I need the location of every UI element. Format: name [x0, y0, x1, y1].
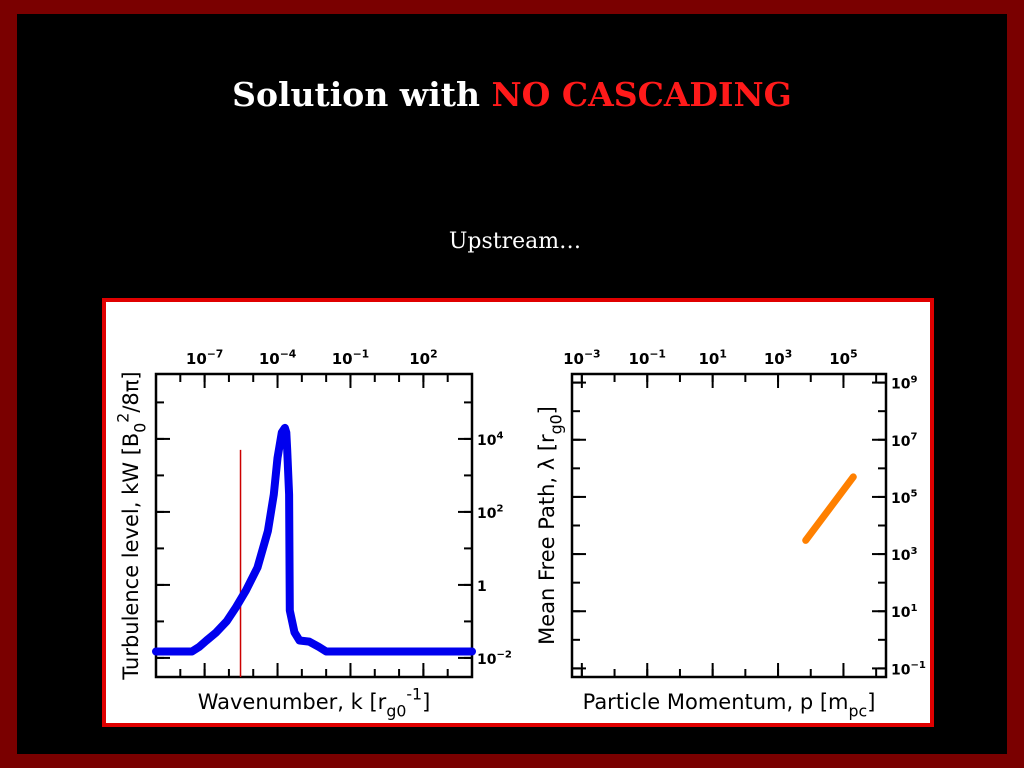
tick-base: 10 — [698, 350, 719, 368]
turbulence-x-tick-label: 10−1 — [332, 347, 369, 368]
mfp-y-tick-label: 105 — [891, 489, 918, 507]
title-highlight: NO CASCADING — [491, 75, 792, 114]
mfp-x-tick-label: 105 — [829, 347, 857, 368]
tick-exponent: 2 — [430, 347, 438, 360]
figure-panel: 10−7 10−4 10−1 102 10−2 1 102 104 Wavenumber, k … — [102, 298, 934, 727]
turbulence-y-tick-label: 1 — [477, 579, 487, 595]
mfp-y-tick-label: 107 — [891, 431, 918, 449]
tick-exponent: −4 — [280, 347, 297, 360]
mfp-y-tick-label: 109 — [891, 374, 918, 392]
tick-exponent: 9 — [910, 374, 917, 385]
tick-exponent: −1 — [353, 347, 370, 360]
tick-exponent: 3 — [785, 347, 793, 360]
tick-base: 10 — [332, 350, 353, 368]
tick-base: 10 — [477, 433, 497, 449]
turbulence-series-line — [152, 423, 476, 656]
tick-base: 10 — [891, 605, 911, 621]
tick-exponent: −2 — [496, 650, 511, 661]
tick-base: 10 — [259, 350, 280, 368]
tick-base: 10 — [477, 652, 497, 668]
turbulence-y-axis-label: Turbulence level, kW [B02/8π] — [114, 371, 150, 680]
turbulence-y-tick-label: 10−2 — [477, 650, 512, 668]
tick-base: 10 — [891, 434, 911, 450]
mfp-y-tick-label: 103 — [891, 546, 918, 564]
mfp-y-tick-label: 101 — [891, 603, 918, 621]
tick-base: 10 — [891, 491, 911, 507]
title-prefix: Solution with — [232, 75, 492, 114]
mfp-y-axis-label: Mean Free Path, λ [rg0] — [535, 406, 565, 645]
turbulence-y-tick-label: 102 — [477, 504, 504, 522]
mfp-plot-frame — [570, 372, 888, 679]
tick-exponent: 3 — [910, 546, 917, 557]
mfp-series-line — [802, 473, 857, 544]
mfp-y-tick-label: 10−1 — [891, 660, 926, 678]
tick-exponent: 5 — [910, 489, 917, 500]
turbulence-x-tick-label: 102 — [409, 347, 437, 368]
tick-base: 10 — [891, 662, 911, 678]
tick-exponent: −3 — [584, 347, 601, 360]
tick-base: 10 — [891, 377, 911, 393]
tick-base: 1 — [477, 579, 487, 595]
tick-exponent: −7 — [207, 347, 224, 360]
slide-title: Solution with NO CASCADING — [0, 75, 1024, 114]
turbulence-x-tick-label: 10−4 — [259, 347, 297, 368]
tick-exponent: 7 — [910, 431, 917, 442]
tick-exponent: −1 — [649, 347, 666, 360]
tick-base: 10 — [764, 350, 785, 368]
tick-base: 10 — [629, 350, 650, 368]
mfp-x-tick-label: 10−3 — [563, 347, 600, 368]
tick-exponent: 2 — [496, 504, 503, 515]
tick-base: 10 — [829, 350, 850, 368]
turbulence-plot-frame — [154, 372, 474, 679]
turbulence-x-tick-label: 10−7 — [186, 347, 223, 368]
mfp-x-tick-label: 101 — [698, 347, 726, 368]
tick-base: 10 — [409, 350, 430, 368]
tick-base: 10 — [477, 506, 497, 522]
turbulence-x-axis-label: Wavenumber, k [rg0-1] — [198, 685, 431, 721]
tick-exponent: −1 — [910, 660, 925, 671]
mfp-x-axis-label: Particle Momentum, p [mpc] — [583, 690, 876, 720]
tick-exponent: 4 — [496, 431, 503, 442]
tick-exponent: 1 — [910, 603, 917, 614]
mfp-x-tick-label: 103 — [764, 347, 792, 368]
turbulence-y-tick-label: 104 — [477, 431, 504, 449]
mfp-x-tick-label: 10−1 — [629, 347, 666, 368]
tick-exponent: 5 — [850, 347, 858, 360]
tick-base: 10 — [563, 350, 584, 368]
tick-base: 10 — [186, 350, 207, 368]
tick-exponent: 1 — [719, 347, 727, 360]
slide-subtitle: Upstream… — [448, 229, 582, 254]
tick-base: 10 — [891, 548, 911, 564]
